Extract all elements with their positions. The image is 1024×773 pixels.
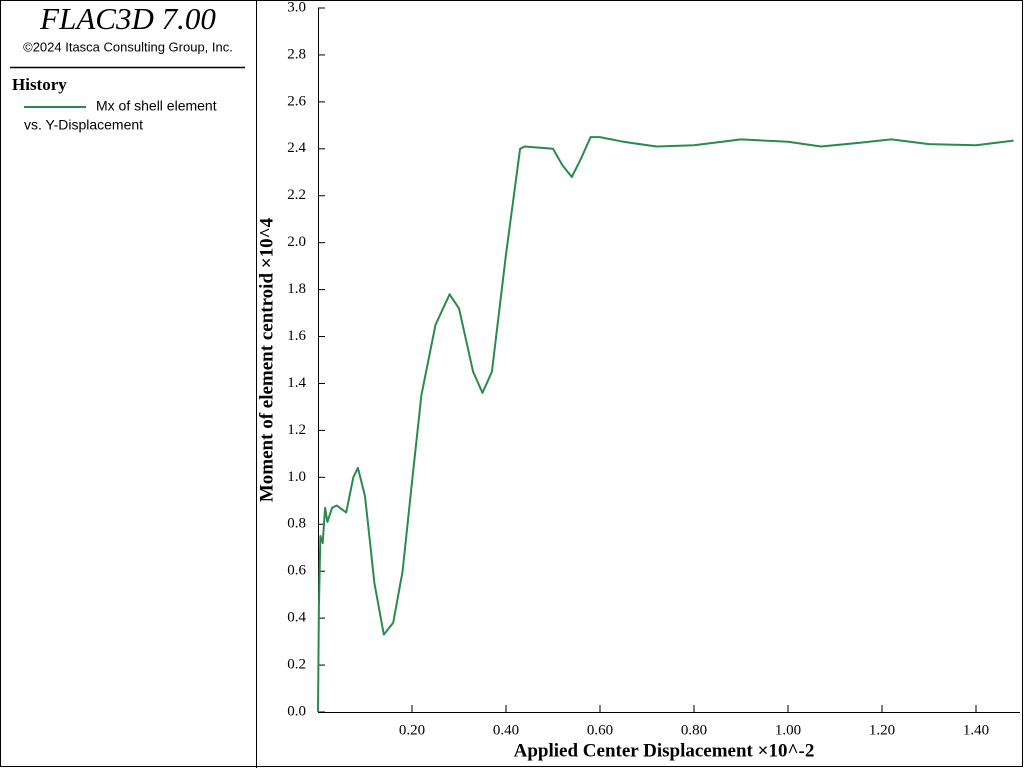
y-tick-label: 1.8 (287, 281, 306, 297)
y-tick-label: 1.6 (287, 328, 306, 344)
y-tick-label: 1.0 (287, 469, 306, 485)
x-tick-label: 1.20 (869, 722, 895, 738)
x-tick-label: 0.40 (493, 722, 519, 738)
y-tick-label: 0.8 (287, 516, 306, 532)
x-tick-label: 0.80 (681, 722, 707, 738)
y-axis-label: Moment of element centroid ×10^4 (256, 217, 277, 502)
y-tick-label: 0.4 (287, 610, 306, 626)
section-title: History (12, 75, 67, 94)
y-tick-label: 0.6 (287, 563, 306, 579)
data-line (317, 136, 1014, 713)
x-tick-label: 1.40 (963, 722, 989, 738)
y-tick-label: 2.6 (287, 93, 306, 109)
y-tick-label: 2.4 (287, 140, 306, 156)
y-tick-label: 2.0 (287, 234, 306, 250)
x-tick-label: 0.60 (587, 722, 613, 738)
legend-note: vs. Y-Displacement (24, 117, 143, 133)
y-tick-label: 1.2 (287, 422, 306, 438)
y-tick-label: 3.0 (287, 0, 306, 15)
legend-label: Mx of shell element (96, 98, 217, 114)
y-tick-label: 0.0 (287, 703, 306, 719)
product-title: FLAC3D 7.00 (39, 1, 216, 36)
y-tick-label: 1.4 (287, 375, 306, 391)
x-tick-label: 1.00 (775, 722, 801, 738)
x-axis-label: Applied Center Displacement ×10^-2 (514, 740, 815, 761)
x-tick-label: 0.20 (399, 722, 425, 738)
copyright: ©2024 Itasca Consulting Group, Inc. (23, 39, 233, 54)
y-tick-label: 0.2 (287, 657, 306, 673)
y-tick-label: 2.2 (287, 187, 306, 203)
y-tick-label: 2.8 (287, 46, 306, 62)
